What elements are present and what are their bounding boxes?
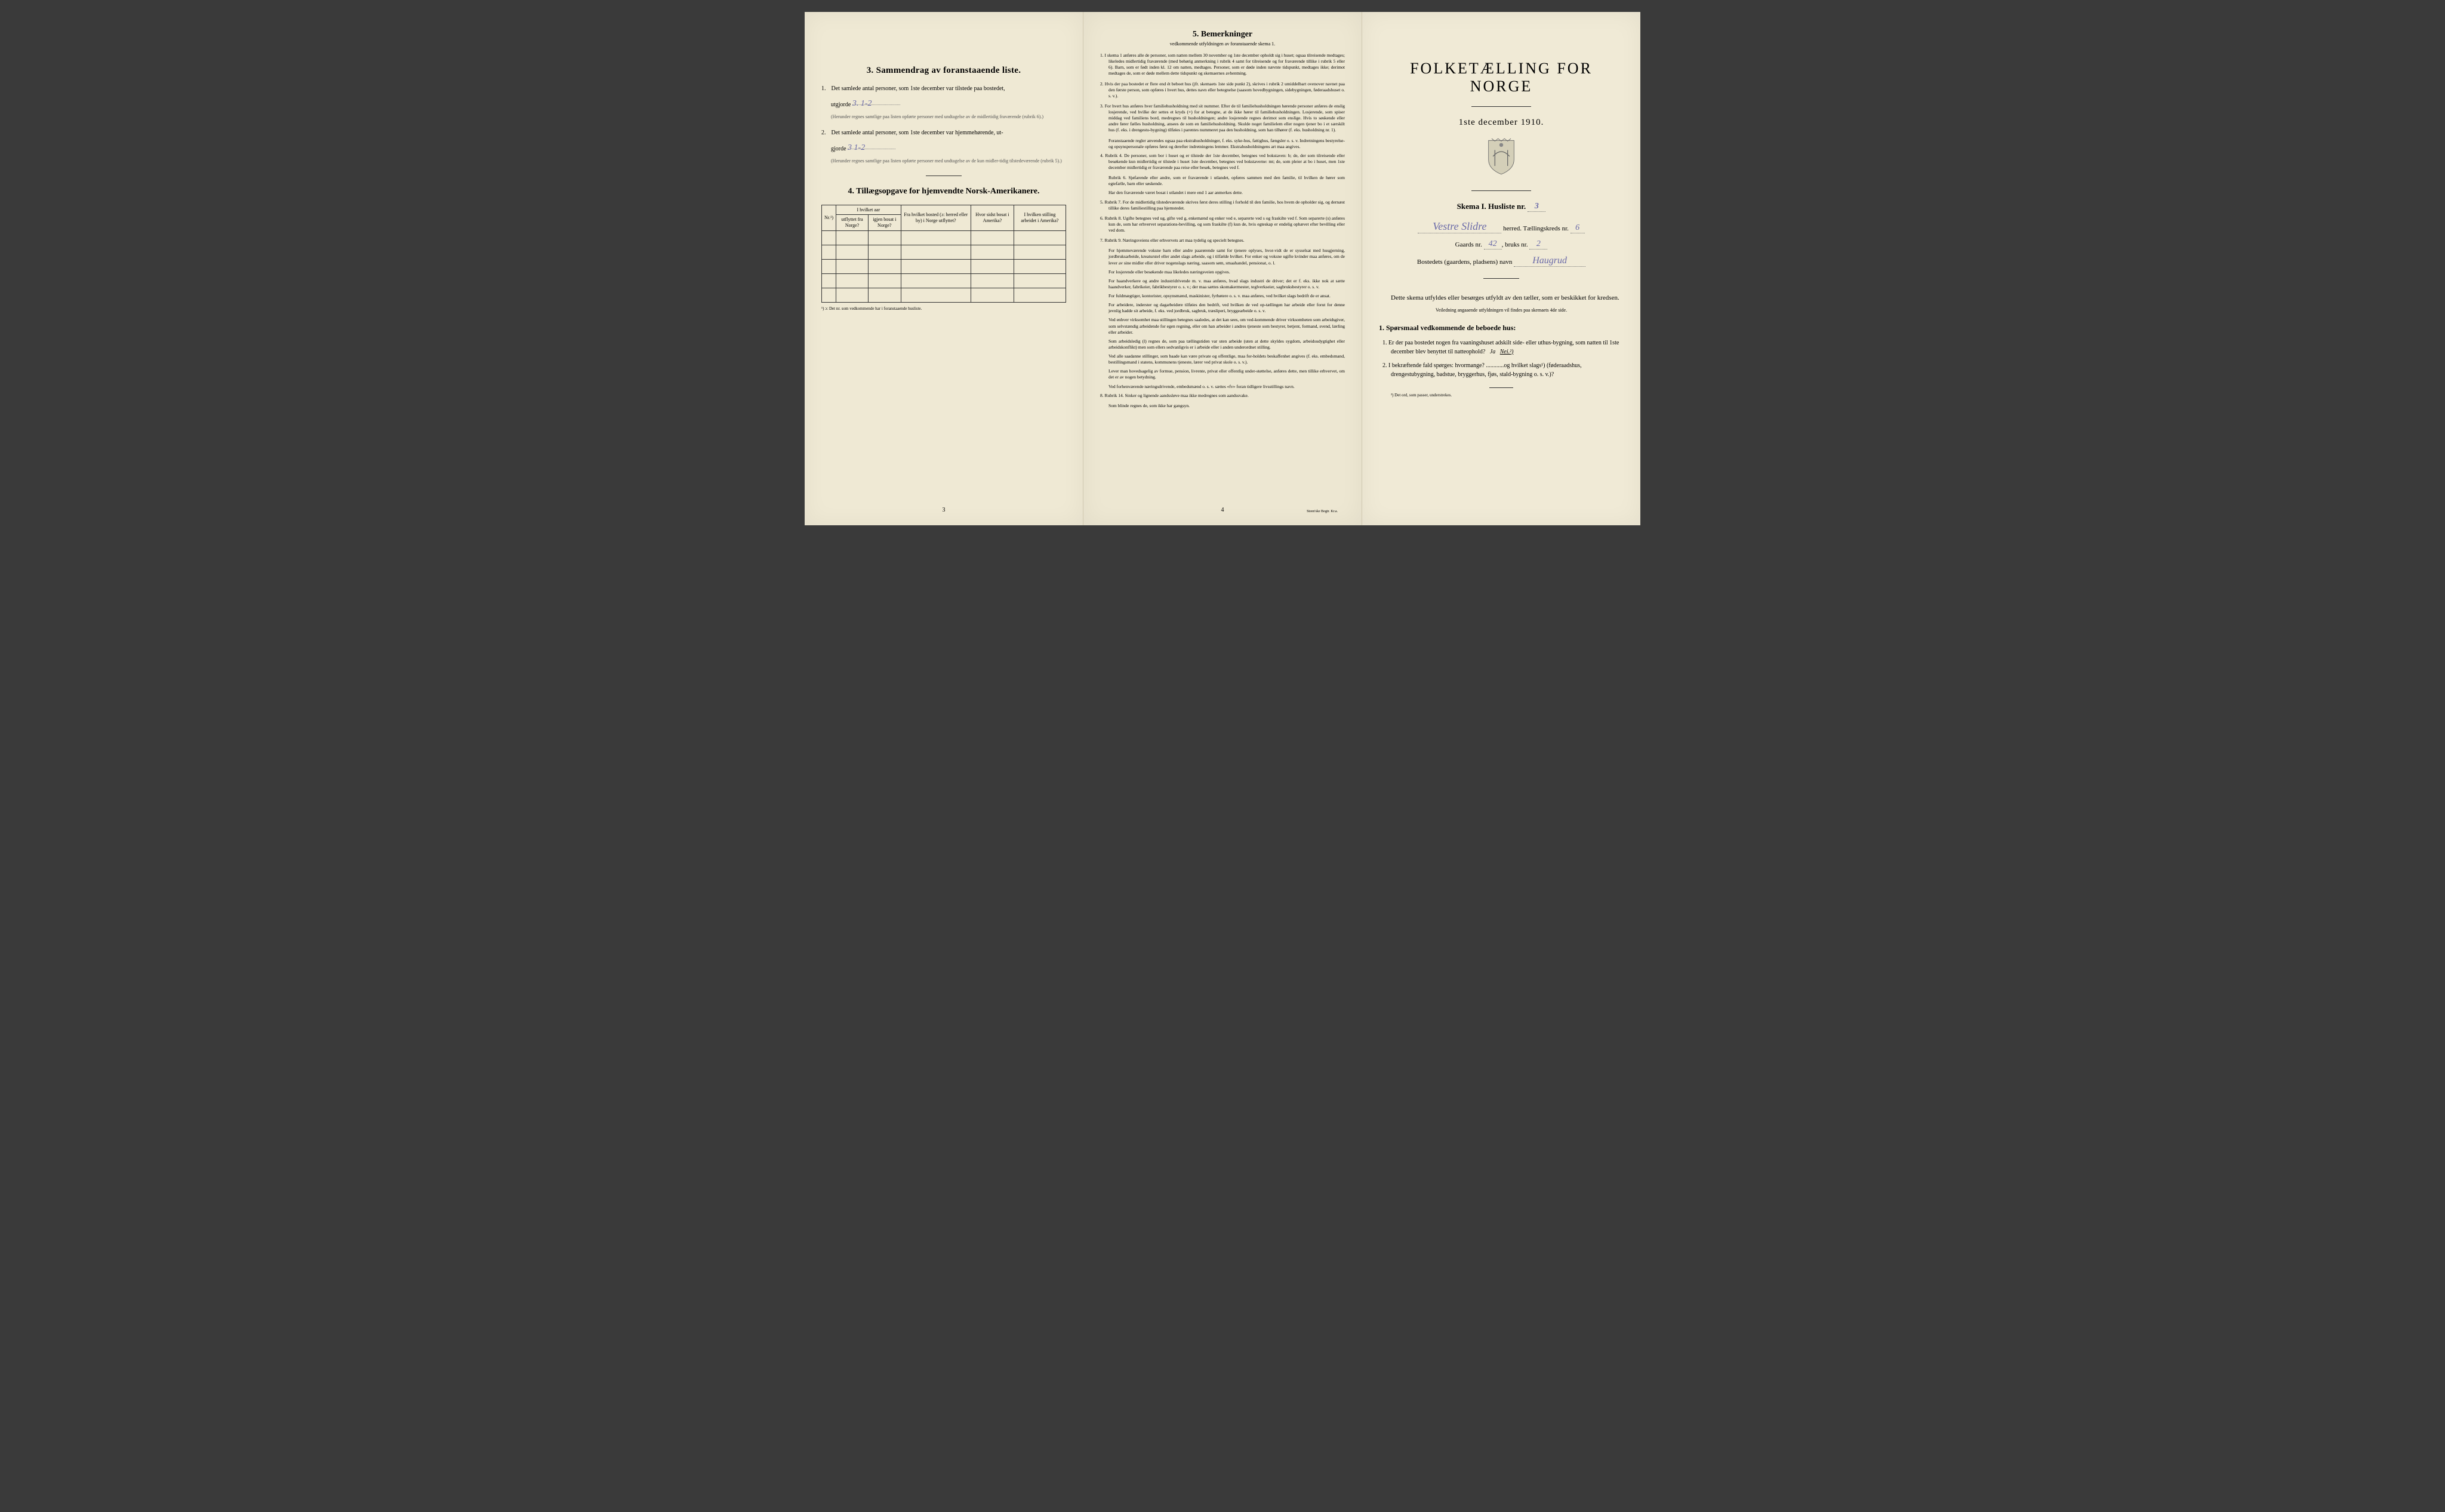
th-igjen: igjen bosat i Norge? xyxy=(868,215,901,230)
th-nr: Nr.¹) xyxy=(822,205,836,230)
divider xyxy=(926,175,962,176)
item-2: 2. Det samlede antal personer, som 1ste … xyxy=(821,128,1066,137)
mid-rule xyxy=(1483,278,1519,279)
gaards-line: Gaards nr. 42, bruks nr. 2 xyxy=(1379,240,1624,250)
footnote-rule xyxy=(1489,387,1513,388)
sub-note-2: (Herunder regnes samtlige paa listen opf… xyxy=(831,158,1066,164)
th-utflyttet: utflyttet fra Norge? xyxy=(836,215,869,230)
item-1: 1. Det samlede antal personer, som 1ste … xyxy=(821,84,1066,93)
intro-text: Dette skema utfyldes eller besørges utfy… xyxy=(1379,293,1624,304)
tillaeg-table: Nr.¹) I hvilket aar Fra hvilket bosted (… xyxy=(821,205,1066,303)
bemerkning-7: 7. Rubrik 9. Næringsveiens eller erhverv… xyxy=(1100,238,1345,244)
skema-line: Skema I. Husliste nr. 3 xyxy=(1379,202,1624,213)
bemerkning-8: 8. Rubrik 14. Sinker og lignende aandssl… xyxy=(1100,393,1345,399)
bosted-line: Bostedets (gaardens, pladsens) navn Haug… xyxy=(1379,256,1624,267)
bemerkning-7k: Ved forhenværende næringsdrivende, embed… xyxy=(1100,384,1345,390)
question-1: 1. Er der paa bostedet nogen fra vaaning… xyxy=(1391,338,1624,356)
census-document: 3. Sammendrag av foranstaaende liste. 1.… xyxy=(805,12,1640,525)
main-title: FOLKETÆLLING FOR NORGE xyxy=(1379,60,1624,96)
page-front: FOLKETÆLLING FOR NORGE 1ste december 191… xyxy=(1362,12,1640,525)
bemerkning-3: 3. For hvert hus anføres hver familiehus… xyxy=(1100,103,1345,134)
th-sidst: Hvor sidst bosat i Amerika? xyxy=(971,205,1014,230)
footnote-page3: ²) Det ord, som passer, understrekes. xyxy=(1379,393,1624,398)
page-number: 4 xyxy=(1221,507,1224,513)
table-row xyxy=(822,230,1066,245)
page-3: 3. Sammendrag av foranstaaende liste. 1.… xyxy=(805,12,1083,525)
crest-rule xyxy=(1471,190,1531,191)
gjorde-line-2: gjorde 3 1-2 xyxy=(831,142,1066,153)
bemerkning-1: 1. I skema 1 anføres alle de personer, s… xyxy=(1100,53,1345,77)
bemerkning-2: 2. Hvis der paa bostedet er flere end ét… xyxy=(1100,81,1345,99)
th-aar: I hvilket aar xyxy=(836,205,901,215)
bemerkninger-title: 5. Bemerkninger xyxy=(1100,30,1345,39)
page-number: 3 xyxy=(943,507,946,513)
bemerkning-7j: Lever man hovedsagelig av formue, pensio… xyxy=(1100,368,1345,380)
bemerkning-7g: Ved enhver virksomhet maa stillingen bet… xyxy=(1100,317,1345,335)
bemerkninger-subtitle: vedkommende utfyldningen av foranstaaend… xyxy=(1100,41,1345,47)
bemerkning-4c: Har den fraværende været bosat i utlande… xyxy=(1100,190,1345,196)
section4-title: 4. Tillægsopgave for hjemvendte Norsk-Am… xyxy=(821,187,1066,196)
census-date: 1ste december 1910. xyxy=(1379,118,1624,128)
table-row xyxy=(822,259,1066,273)
bemerkning-4: 4. Rubrik 4. De personer, som bor i huse… xyxy=(1100,153,1345,171)
table-row xyxy=(822,273,1066,288)
printer-mark: Steen'ske Bogtr. Kr.a. xyxy=(1307,510,1338,513)
th-stilling: I hvilken stilling arbeidet i Amerika? xyxy=(1014,205,1066,230)
bemerkning-7c: For losjerende eller besøkende maa likel… xyxy=(1100,269,1345,275)
bemerkning-4b: Rubrik 6. Sjøfarende eller andre, som er… xyxy=(1100,175,1345,187)
coat-of-arms xyxy=(1379,137,1624,178)
question-2: 2. I bekræftende fald spørges: hvormange… xyxy=(1391,361,1624,379)
table-row xyxy=(822,288,1066,302)
bemerkning-7d: For haandverkere og andre industridriven… xyxy=(1100,278,1345,290)
bemerkning-5: 5. Rubrik 7. For de midlertidig tilstede… xyxy=(1100,199,1345,211)
page-4: 5. Bemerkninger vedkommende utfyldningen… xyxy=(1083,12,1362,525)
bemerkning-7f: For arbeidere, inderster og dagarbeidere… xyxy=(1100,302,1345,314)
section4-footnote: ¹) ɔ: Det nr. som vedkommende har i fora… xyxy=(821,306,1066,311)
bemerkning-8b: Som blinde regnes de, som ikke har gangs… xyxy=(1100,403,1345,409)
sub-note-1: (Herunder regnes samtlige paa listen opf… xyxy=(831,114,1066,120)
bemerkning-7i: Ved alle saadanne stillinger, som baade … xyxy=(1100,353,1345,365)
section3-title: 3. Sammendrag av foranstaaende liste. xyxy=(821,66,1066,76)
intro-sub: Veiledning angaaende utfyldningen vil fi… xyxy=(1379,307,1624,313)
bemerkning-6: 6. Rubrik 8. Ugifte betegnes ved ug, gif… xyxy=(1100,215,1345,233)
th-bosted: Fra hvilket bosted (ɔ: herred eller by) … xyxy=(901,205,971,230)
utgjorde-line-1: utgjorde 3. 1-2 xyxy=(831,98,1066,109)
questions-header: 1. Spørsmaal vedkommende de beboede hus: xyxy=(1379,324,1624,332)
title-rule xyxy=(1471,106,1531,107)
table-row xyxy=(822,245,1066,259)
bemerkning-3b: Foranstaaende regler anvendes ogsaa paa … xyxy=(1100,138,1345,150)
bemerkning-7h: Som arbeidsledig (l) regnes de, som paa … xyxy=(1100,338,1345,350)
bemerkning-7b: For hjemmeværende voksne barn eller andr… xyxy=(1100,248,1345,266)
herred-line: Vestre Slidre herred. Tællingskreds nr. … xyxy=(1379,221,1624,234)
bemerkning-7e: For fuldmægtiger, kontorister, opsynsmæn… xyxy=(1100,293,1345,299)
